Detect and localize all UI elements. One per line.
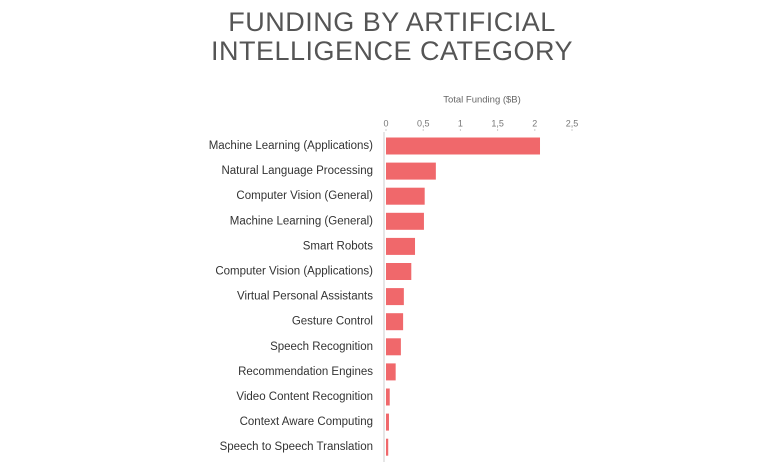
x-tick-label: 0 (383, 118, 388, 128)
bar (386, 438, 389, 456)
bar (386, 413, 389, 431)
y-tick-label: Recommendation Engines (238, 366, 373, 378)
bar (386, 288, 404, 306)
bar (386, 263, 412, 280)
bar (386, 363, 396, 381)
bar (386, 212, 424, 230)
y-tick-label: Computer Vision (Applications) (215, 266, 373, 278)
bar (386, 313, 404, 331)
x-tick-label: 2 (532, 118, 537, 128)
x-axis-label: Total Funding ($B) (443, 95, 521, 106)
y-tick-label: Context Aware Computing (240, 416, 373, 428)
y-tick-label: Smart Robots (303, 240, 374, 252)
bar (386, 187, 425, 205)
y-tick-label: Video Content Recognition (236, 391, 373, 403)
y-tick-label: Natural Language Processing (221, 165, 373, 177)
y-tick-label: Computer Vision (General) (236, 190, 373, 202)
bar (386, 162, 436, 180)
x-tick-label: 0,5 (417, 118, 430, 128)
y-tick-label: Machine Learning (Applications) (209, 140, 373, 152)
x-tick-label: 1,5 (491, 118, 504, 128)
y-tick-label: Machine Learning (General) (230, 215, 373, 227)
bar (386, 137, 541, 155)
bar (386, 237, 416, 255)
bar (386, 388, 390, 406)
y-tick-label: Speech Recognition (270, 341, 373, 353)
chart-title: FUNDING BY ARTIFICIAL (228, 7, 556, 37)
y-tick-label: Speech to Speech Translation (220, 441, 373, 453)
x-tick-label: 1 (458, 118, 463, 128)
x-tick-label: 2,5 (566, 118, 579, 128)
y-tick-label: Virtual Personal Assistants (237, 291, 373, 303)
chart-title: INTELLIGENCE CATEGORY (211, 36, 573, 66)
bar (386, 338, 401, 356)
y-tick-label: Gesture Control (292, 316, 373, 328)
